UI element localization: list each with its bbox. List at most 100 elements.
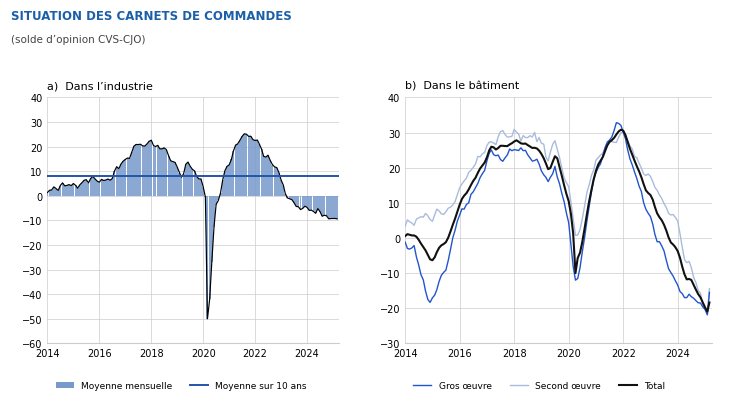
Bar <box>207 196 209 319</box>
Bar <box>297 196 299 207</box>
Bar <box>180 178 182 196</box>
Bar <box>72 184 74 196</box>
Bar <box>153 146 155 196</box>
Bar <box>317 196 319 209</box>
Bar <box>301 196 304 209</box>
Bar <box>323 196 326 216</box>
Bar <box>237 144 239 196</box>
Bar <box>137 145 139 196</box>
Bar <box>319 196 321 212</box>
Bar <box>144 147 146 196</box>
Legend: Gros œuvre, Second œuvre, Total: Gros œuvre, Second œuvre, Total <box>410 378 669 394</box>
Bar <box>159 149 161 196</box>
Bar <box>245 135 247 196</box>
Line: Second œuvre: Second œuvre <box>405 130 710 315</box>
Bar <box>124 160 126 196</box>
Bar <box>172 162 174 196</box>
Bar <box>110 181 111 196</box>
Bar <box>332 196 334 219</box>
Bar <box>239 141 241 196</box>
Bar <box>202 187 204 196</box>
Bar <box>224 171 226 196</box>
Bar <box>164 148 165 196</box>
Bar <box>276 168 277 196</box>
Bar <box>182 174 185 196</box>
Bar <box>169 162 172 196</box>
Bar <box>283 186 284 196</box>
Bar <box>209 196 211 300</box>
Bar <box>215 196 217 205</box>
Bar <box>272 165 274 196</box>
Bar <box>148 142 150 196</box>
Bar <box>96 182 98 196</box>
Line: Total: Total <box>405 130 710 312</box>
Bar <box>218 196 219 201</box>
Bar <box>47 193 48 196</box>
Bar <box>185 165 187 196</box>
Bar <box>267 156 269 196</box>
Bar <box>111 179 113 196</box>
Bar <box>334 196 337 219</box>
Bar <box>258 145 261 196</box>
Bar <box>261 150 263 196</box>
Bar <box>120 164 122 196</box>
Bar <box>176 168 178 196</box>
Bar <box>321 196 323 217</box>
Bar <box>280 181 282 196</box>
Bar <box>79 185 81 196</box>
Bar <box>252 140 254 196</box>
Bar <box>133 147 135 196</box>
Bar <box>53 187 55 196</box>
Bar <box>168 156 169 196</box>
Bar <box>131 153 133 196</box>
Line: Gros œuvre: Gros œuvre <box>405 124 710 315</box>
Bar <box>57 191 59 196</box>
Bar <box>64 187 66 196</box>
Bar <box>157 146 158 196</box>
Bar <box>139 145 142 196</box>
Bar <box>61 183 64 196</box>
Bar <box>187 163 189 196</box>
Bar <box>90 179 92 196</box>
Text: SITUATION DES CARNETS DE COMMANDES: SITUATION DES CARNETS DE COMMANDES <box>11 10 292 23</box>
Bar <box>81 183 83 196</box>
Bar <box>220 193 221 196</box>
Bar <box>337 196 338 219</box>
Bar <box>211 196 212 263</box>
Bar <box>288 196 291 199</box>
Bar <box>94 180 96 196</box>
Bar <box>198 180 200 196</box>
Bar <box>310 196 312 211</box>
Bar <box>135 145 137 196</box>
Text: (solde d’opinion CVS-CJO): (solde d’opinion CVS-CJO) <box>11 35 145 45</box>
Bar <box>243 135 245 196</box>
Bar <box>284 194 286 196</box>
Bar <box>274 167 275 196</box>
Bar <box>126 159 128 196</box>
Bar <box>55 189 57 196</box>
Bar <box>200 180 202 196</box>
Bar <box>85 180 88 196</box>
Bar <box>88 183 90 196</box>
Bar <box>66 186 68 196</box>
Bar <box>74 186 77 196</box>
Bar <box>291 196 293 200</box>
Bar <box>299 196 301 210</box>
Bar <box>118 169 120 196</box>
Bar <box>105 180 107 196</box>
Bar <box>150 141 153 196</box>
Bar <box>226 167 228 196</box>
Bar <box>193 171 196 196</box>
Bar <box>306 196 308 208</box>
Bar <box>250 137 252 196</box>
Bar <box>315 196 317 214</box>
Bar <box>256 141 258 196</box>
Bar <box>304 196 306 207</box>
Bar <box>232 152 234 196</box>
Bar <box>308 196 310 211</box>
Bar <box>174 163 176 196</box>
Bar <box>92 177 93 196</box>
Bar <box>128 159 131 196</box>
Bar <box>312 196 315 212</box>
Text: a)  Dans l’industrie: a) Dans l’industrie <box>47 82 153 92</box>
